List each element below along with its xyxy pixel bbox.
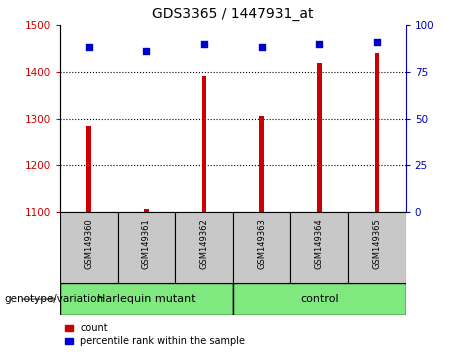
Text: GSM149363: GSM149363	[257, 218, 266, 269]
Point	[258, 45, 266, 50]
Text: GSM149361: GSM149361	[142, 218, 151, 269]
Point	[142, 48, 150, 54]
Point	[85, 45, 92, 50]
Point	[373, 39, 381, 45]
Text: GSM149365: GSM149365	[372, 218, 381, 269]
Title: GDS3365 / 1447931_at: GDS3365 / 1447931_at	[152, 7, 313, 21]
Text: Harlequin mutant: Harlequin mutant	[97, 294, 195, 304]
Bar	[259, 116, 264, 212]
Bar	[86, 126, 91, 212]
Bar	[233, 212, 290, 283]
Bar	[317, 63, 321, 212]
Text: control: control	[300, 294, 338, 304]
Bar	[118, 212, 175, 283]
Text: GSM149364: GSM149364	[315, 218, 324, 269]
Point	[315, 41, 323, 46]
Legend: count, percentile rank within the sample: count, percentile rank within the sample	[65, 324, 245, 346]
Point	[200, 41, 207, 46]
Bar	[290, 212, 348, 283]
Bar	[348, 212, 406, 283]
Bar	[233, 283, 406, 315]
Text: genotype/variation: genotype/variation	[5, 294, 104, 304]
Bar	[175, 212, 233, 283]
Text: GSM149360: GSM149360	[84, 218, 93, 269]
Text: GSM149362: GSM149362	[200, 218, 208, 269]
Bar	[60, 283, 233, 315]
Bar	[60, 212, 118, 283]
Bar	[201, 76, 206, 212]
Bar	[374, 53, 379, 212]
Bar	[144, 209, 148, 212]
